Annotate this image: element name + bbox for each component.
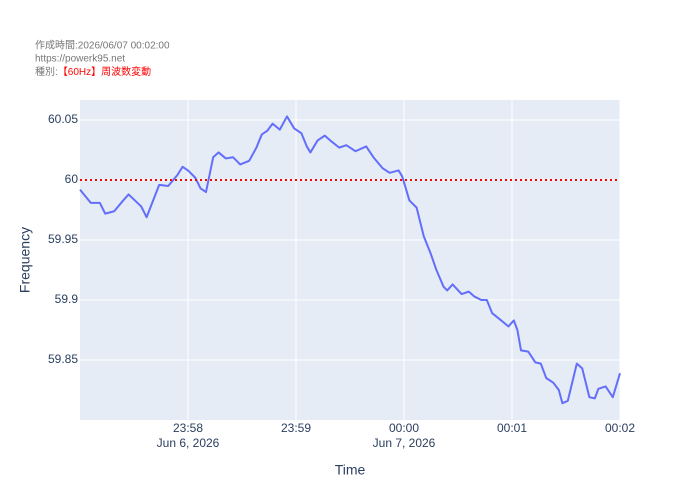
y-tick-label: 59.85 [48, 352, 78, 366]
site-url: https://powerk95.net [35, 54, 125, 65]
kind-label: 種別: [35, 65, 58, 78]
data-line [79, 115, 621, 405]
x-axis-title: Time [335, 462, 366, 478]
x-tick-date-label: Jun 7, 2026 [373, 436, 436, 450]
kind: 種別:【60Hz】周波数変動 [35, 65, 151, 78]
x-tick-date-label: Jun 6, 2026 [157, 436, 220, 450]
y-tick-label: 59.9 [55, 292, 79, 306]
plot-area [80, 100, 620, 420]
y-tick-label: 60.05 [48, 112, 78, 126]
y-tick-label: 59.95 [48, 232, 78, 246]
x-tick-label: 00:02 [605, 421, 635, 435]
x-tick-label: 23:59 [281, 421, 311, 435]
x-tick-label: 23:58 [173, 421, 203, 435]
kind-value: 【60Hz】周波数変動 [58, 65, 151, 78]
x-tick-label: 00:00 [389, 421, 419, 435]
x-tick-label: 00:01 [497, 421, 527, 435]
y-tick-label: 60 [65, 172, 79, 186]
y-axis-title: Frequency [17, 227, 33, 293]
created-time: 作成時間:2026/06/07 00:02:00 [35, 40, 170, 52]
